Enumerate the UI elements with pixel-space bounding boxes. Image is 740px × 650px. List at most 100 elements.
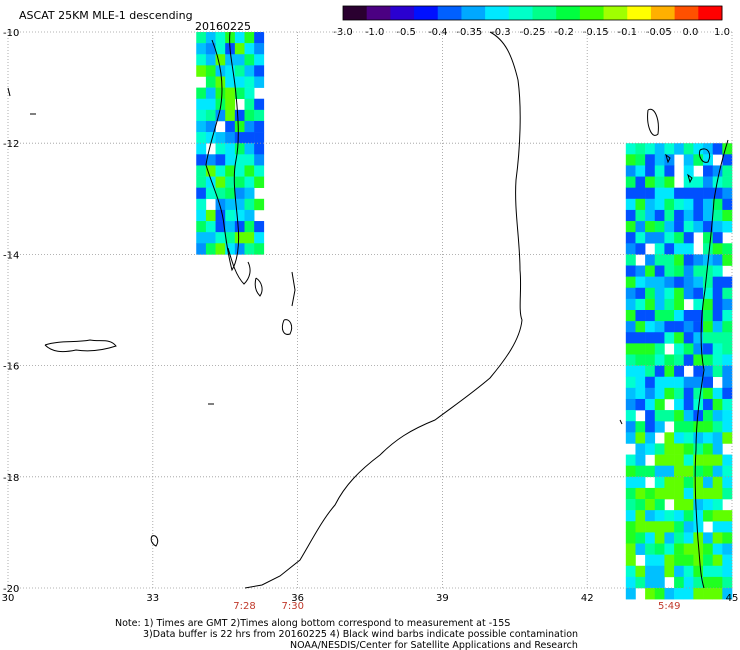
- data-cell: [693, 321, 704, 333]
- data-cell: [683, 154, 694, 166]
- data-cell: [683, 543, 694, 555]
- data-cell: [225, 198, 236, 211]
- data-cell: [225, 165, 236, 177]
- data-cell: [683, 398, 694, 411]
- data-cell: [645, 532, 656, 544]
- data-cell: [703, 376, 713, 389]
- data-cell: [625, 254, 636, 266]
- data-cell: [683, 588, 694, 600]
- data-cell: [196, 54, 207, 66]
- data-cell: [722, 465, 733, 478]
- data-cell: [664, 232, 675, 244]
- data-cell: [635, 532, 646, 544]
- data-cell: [645, 265, 656, 277]
- x-axis-tick-labels: 30 33 36 39 42 45: [2, 593, 739, 604]
- data-cell: [654, 343, 665, 355]
- data-cell: [645, 209, 656, 222]
- data-cell: [254, 43, 265, 55]
- data-cell: [722, 154, 733, 166]
- y-tick-label: -14: [3, 250, 19, 261]
- x-tick-label: 42: [581, 593, 594, 604]
- data-cell: [196, 243, 207, 255]
- data-cell: [674, 343, 685, 355]
- data-cell: [664, 176, 675, 188]
- data-cell: [635, 332, 646, 344]
- colorbar-segment: [437, 6, 462, 20]
- madagascar-coastline: [694, 139, 729, 589]
- data-cell: [712, 232, 723, 244]
- data-cell: [654, 421, 665, 433]
- data-cell: [244, 165, 255, 177]
- data-cell: [722, 476, 733, 489]
- data-cell: [645, 232, 656, 244]
- comoros-island-1: [647, 108, 659, 136]
- data-cell: [625, 476, 636, 489]
- data-cell: [664, 187, 675, 200]
- data-cell: [225, 143, 236, 155]
- data-cell: [225, 76, 236, 88]
- data-cell: [635, 276, 646, 289]
- data-cell: [664, 532, 675, 544]
- data-cell: [664, 543, 675, 555]
- data-cell: [683, 521, 694, 533]
- data-cell: [693, 588, 704, 600]
- data-cell: [674, 443, 685, 455]
- data-cell: [654, 310, 665, 322]
- data-cell: [625, 243, 636, 255]
- data-cell: [625, 387, 636, 400]
- data-cell: [693, 298, 704, 311]
- data-cell: [215, 198, 226, 211]
- colorbar-tick-label: -0.35: [456, 27, 482, 38]
- data-cell: [693, 187, 704, 200]
- data-cell: [215, 154, 226, 166]
- data-cell: [722, 387, 733, 400]
- data-cell: [664, 510, 675, 522]
- data-cell: [703, 588, 713, 600]
- data-cell: [625, 287, 636, 300]
- data-cell: [635, 265, 646, 277]
- data-cell: [234, 221, 245, 233]
- data-cell: [703, 343, 713, 355]
- data-cell: [625, 421, 636, 433]
- data-cell: [683, 165, 694, 177]
- data-cell: [664, 276, 675, 289]
- data-cell: [664, 365, 675, 378]
- data-cell: [712, 243, 723, 255]
- data-cell: [674, 398, 685, 411]
- data-cell: [645, 410, 656, 422]
- data-cell: [683, 265, 694, 277]
- data-cell: [703, 332, 713, 344]
- inland-lake-1: [7, 87, 11, 97]
- data-cell: [674, 221, 685, 233]
- data-cell: [703, 298, 713, 311]
- data-cell: [703, 176, 713, 188]
- data-cell: [722, 187, 733, 200]
- data-cell: [625, 554, 636, 567]
- data-cell: [664, 254, 675, 266]
- bazaruto-island: [619, 419, 623, 425]
- data-cell: [645, 398, 656, 411]
- data-cell: [654, 576, 665, 589]
- data-cell: [205, 76, 216, 88]
- mozambique-coastline: [244, 31, 523, 589]
- data-cell: [703, 454, 713, 466]
- data-cell: [635, 499, 646, 511]
- swath-time-labels: 7:28 7:30 5:49: [233, 601, 680, 612]
- data-cell: [693, 398, 704, 411]
- data-cell: [712, 209, 723, 222]
- data-cell: [693, 510, 704, 522]
- data-cell: [722, 310, 733, 322]
- data-cell: [625, 265, 636, 277]
- data-cell: [654, 143, 665, 155]
- comoros-island-4: [687, 173, 693, 184]
- data-cell: [664, 387, 675, 400]
- data-cell: [625, 143, 636, 155]
- data-cell: [703, 387, 713, 400]
- data-cell: [225, 54, 236, 66]
- data-cell: [712, 588, 723, 600]
- data-cell: [225, 120, 236, 133]
- data-cell: [234, 132, 245, 144]
- data-cell: [225, 154, 236, 166]
- data-cell: [664, 476, 675, 489]
- data-cell: [693, 209, 704, 222]
